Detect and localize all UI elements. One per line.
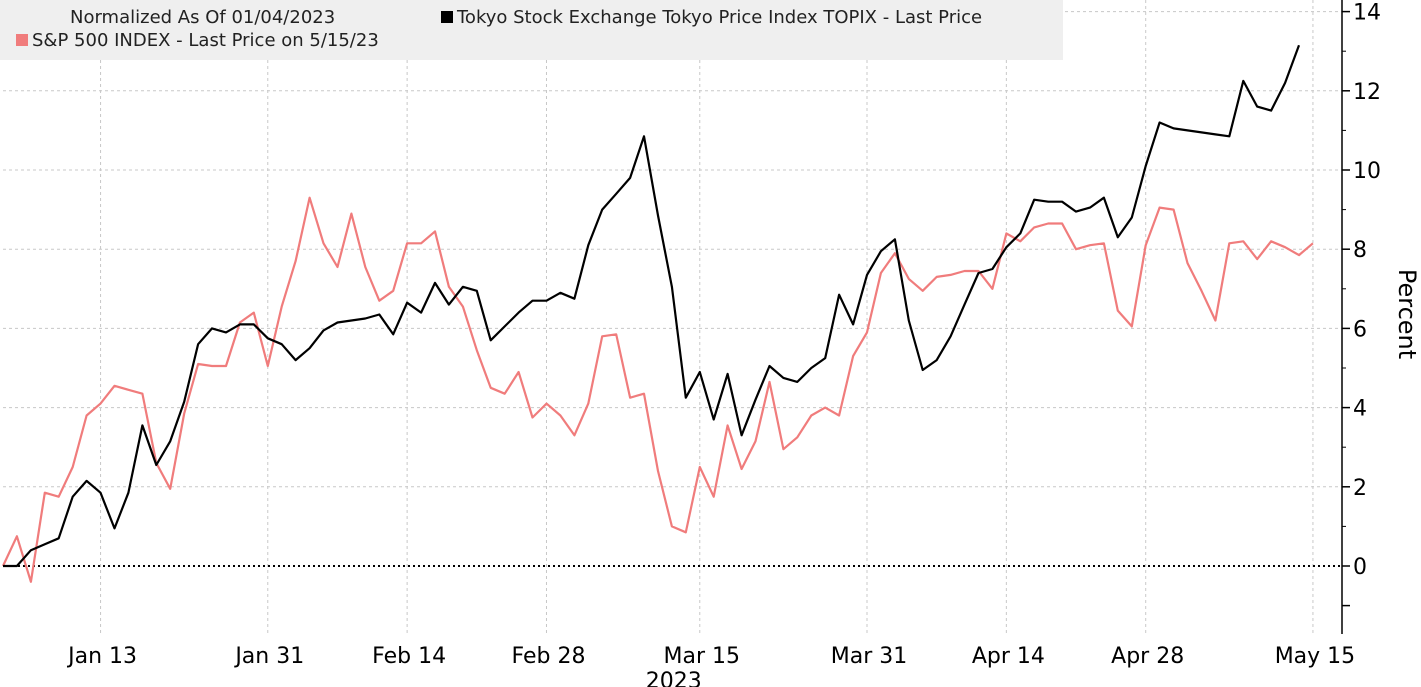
x-tick-label: Mar 15: [664, 644, 741, 669]
x-tick-label: Apr 28: [1111, 644, 1184, 669]
x-axis-year-label: 2023: [646, 669, 702, 687]
legend-note-text: Normalized As Of 01/04/2023: [70, 7, 336, 28]
x-tick-label: Jan 31: [233, 644, 304, 669]
grid-lines: [3, 0, 1342, 634]
y-tick-label: 14: [1353, 1, 1381, 26]
y-tick-label: 8: [1353, 238, 1367, 263]
y-axis: 0 2 4 6 8 10 12 14: [1341, 0, 1381, 634]
x-tick-label: Jan 13: [66, 644, 137, 669]
y-tick-label: 0: [1353, 555, 1367, 580]
x-tick-label: Feb 14: [372, 644, 446, 669]
legend-swatch-topix: [441, 11, 453, 23]
y-tick-label: 6: [1353, 317, 1367, 342]
x-axis: Jan 13 Jan 31 Feb 14 Feb 28 Mar 15 Mar 31 Apr …: [66, 644, 1355, 669]
plot-series: [2, 44, 1314, 583]
y-tick-label: 2: [1353, 476, 1367, 501]
y-tick-label: 4: [1353, 397, 1367, 422]
legend-note: Normalized As Of 01/04/2023: [70, 7, 335, 28]
y-tick-label: 10: [1353, 159, 1381, 184]
x-tick-label: Mar 31: [831, 644, 908, 669]
legend-label-sp500: S&P 500 INDEX - Last Price on 5/15/23: [32, 30, 379, 51]
x-tick-label: Feb 28: [512, 644, 586, 669]
x-tick-label: May 15: [1275, 644, 1355, 669]
legend-item-topix: Tokyo Stock Exchange Tokyo Price Index T…: [441, 7, 982, 28]
legend-swatch-sp500: [16, 34, 28, 46]
legend-item-sp500: S&P 500 INDEX - Last Price on 5/15/23: [16, 30, 379, 51]
y-axis-label: Percent: [1393, 269, 1421, 359]
legend-label-topix: Tokyo Stock Exchange Tokyo Price Index T…: [457, 7, 983, 28]
series-line-topix: [3, 44, 1301, 568]
y-tick-label: 12: [1353, 80, 1381, 105]
series-line-sp500: [2, 196, 1314, 583]
legend: Normalized As Of 01/04/2023 Tokyo Stock …: [0, 0, 1063, 60]
x-tick-label: Apr 14: [972, 644, 1045, 669]
